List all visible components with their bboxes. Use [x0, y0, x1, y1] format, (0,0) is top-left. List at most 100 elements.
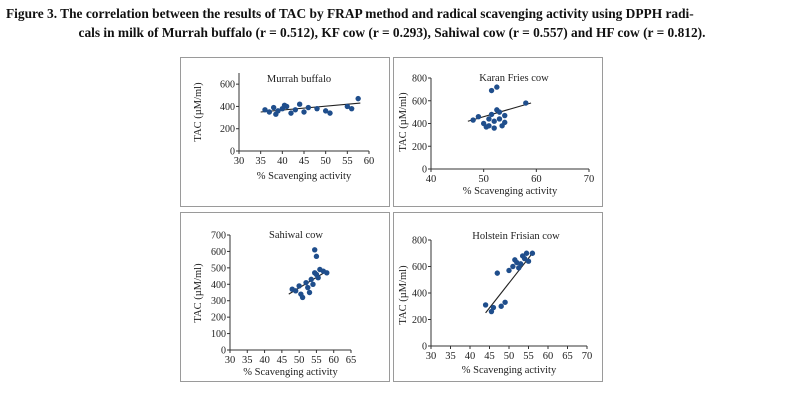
- x-tick-label: 40: [426, 174, 437, 185]
- y-axis-label: TAC (µM/ml): [193, 263, 204, 323]
- x-axis-label: % Scavenging activity: [463, 186, 558, 197]
- x-tick-label: 30: [234, 156, 245, 167]
- data-point: [486, 123, 492, 129]
- data-point: [283, 103, 290, 110]
- x-tick-label: 50: [294, 355, 305, 366]
- y-axis-label: TAC (µM/ml): [398, 92, 409, 152]
- data-point: [518, 261, 524, 267]
- data-point: [312, 247, 318, 253]
- x-tick-label: 70: [584, 174, 595, 185]
- x-tick-label: 60: [543, 351, 554, 362]
- data-point: [488, 111, 495, 118]
- y-tick-label: 200: [220, 124, 235, 135]
- x-tick-label: 30: [225, 355, 236, 366]
- x-tick-label: 55: [311, 355, 322, 366]
- y-tick-label: 400: [412, 289, 427, 300]
- caption-line-2: cals in milk of Murrah buffalo (r = 0.51…: [78, 25, 706, 40]
- data-point: [529, 250, 536, 256]
- data-point: [496, 116, 503, 122]
- chart-karan-fries: 40 50 60 70 0 200 400 600 800 Karan Fries cow % Sc…: [398, 73, 595, 197]
- y-axis-label: TAC (µM/ml): [193, 82, 204, 142]
- data-point: [506, 267, 512, 274]
- panel-sahiwal: 30 35 40 45 50 55 60 65 0 100 200 300 400 500 600 700 Sa…: [180, 212, 390, 382]
- x-axis-label: % Scavenging activity: [257, 171, 352, 182]
- y-tick-label: 0: [422, 165, 427, 176]
- data-point: [486, 116, 492, 122]
- x-tick-label: 70: [582, 351, 593, 362]
- y-tick-label: 200: [412, 315, 427, 326]
- x-tick-label: 30: [426, 351, 437, 362]
- x-tick-label: 45: [484, 351, 495, 362]
- caption-line-1: Figure 3. The correlation between the re…: [6, 6, 694, 21]
- data-point: [306, 289, 313, 296]
- data-point: [488, 87, 495, 94]
- data-point: [496, 109, 503, 115]
- y-tick-label: 500: [211, 263, 226, 274]
- x-tick-label: 35: [255, 156, 266, 167]
- x-tick-label: 45: [277, 355, 288, 366]
- x-tick-label: 50: [320, 156, 331, 167]
- data-point: [475, 113, 482, 120]
- data-point: [305, 104, 312, 111]
- x-tick-label: 55: [342, 156, 353, 167]
- data-point: [348, 105, 355, 112]
- x-axis-label: % Scavenging activity: [462, 365, 557, 376]
- data-point: [355, 95, 361, 102]
- data-point: [292, 107, 299, 113]
- data-point: [523, 250, 530, 256]
- x-tick-label: 55: [523, 351, 534, 362]
- x-tick-label: 65: [346, 355, 357, 366]
- panel-karan-fries: 40 50 60 70 0 200 400 600 800 Karan Fries cow % Sc…: [393, 57, 603, 207]
- data-point: [498, 303, 504, 309]
- x-tick-label: 45: [299, 156, 310, 167]
- x-tick-label: 65: [562, 351, 573, 362]
- data-point: [292, 288, 299, 294]
- y-tick-label: 0: [230, 147, 235, 158]
- data-point: [502, 119, 508, 126]
- y-tick-label: 200: [412, 142, 427, 153]
- figure-caption: Figure 3. The correlation between the re…: [6, 4, 778, 42]
- y-tick-label: 400: [412, 119, 427, 130]
- data-point: [305, 284, 311, 291]
- x-tick-label: 50: [504, 351, 515, 362]
- chart-sahiwal: 30 35 40 45 50 55 60 65 0 100 200 300 400 500 600 700 Sa…: [193, 230, 357, 378]
- data-point: [275, 108, 281, 114]
- data-point: [494, 270, 500, 276]
- data-point: [510, 263, 516, 270]
- x-tick-label: 35: [242, 355, 253, 366]
- data-point: [502, 299, 508, 305]
- y-tick-label: 300: [211, 296, 226, 307]
- y-axis-label: TAC (µM/ml): [398, 265, 409, 325]
- y-tick-label: 400: [211, 280, 226, 291]
- data-point: [491, 118, 497, 124]
- trend-line: [485, 252, 533, 314]
- chart-title: Karan Fries cow: [479, 73, 549, 84]
- data-point: [296, 101, 303, 107]
- panel-murrah-buffalo: 30 35 40 45 50 55 60 0 200 400 600 Murrah buffalo% …: [180, 57, 390, 207]
- x-axis-label: % Scavenging activity: [243, 367, 338, 378]
- x-tick-label: 60: [531, 174, 542, 185]
- x-tick-label: 35: [445, 351, 456, 362]
- data-point: [262, 107, 268, 113]
- data-point: [470, 117, 476, 123]
- y-tick-label: 800: [412, 74, 427, 85]
- chart-title: Murrah buffalo: [267, 74, 331, 85]
- y-tick-label: 700: [211, 231, 226, 242]
- data-point: [494, 84, 500, 90]
- data-point: [490, 304, 497, 311]
- data-point: [270, 104, 277, 111]
- data-point: [344, 103, 351, 110]
- data-point: [314, 105, 320, 112]
- y-tick-label: 600: [412, 96, 427, 107]
- y-tick-label: 0: [422, 342, 427, 353]
- x-tick-label: 50: [478, 174, 489, 185]
- data-point: [303, 279, 309, 286]
- data-point: [308, 276, 314, 283]
- x-tick-label: 60: [328, 355, 339, 366]
- data-point: [324, 270, 330, 276]
- x-tick-label: 40: [465, 351, 476, 362]
- x-tick-label: 40: [277, 156, 288, 167]
- y-tick-label: 600: [211, 247, 226, 258]
- data-point: [313, 253, 320, 260]
- x-tick-label: 40: [259, 355, 270, 366]
